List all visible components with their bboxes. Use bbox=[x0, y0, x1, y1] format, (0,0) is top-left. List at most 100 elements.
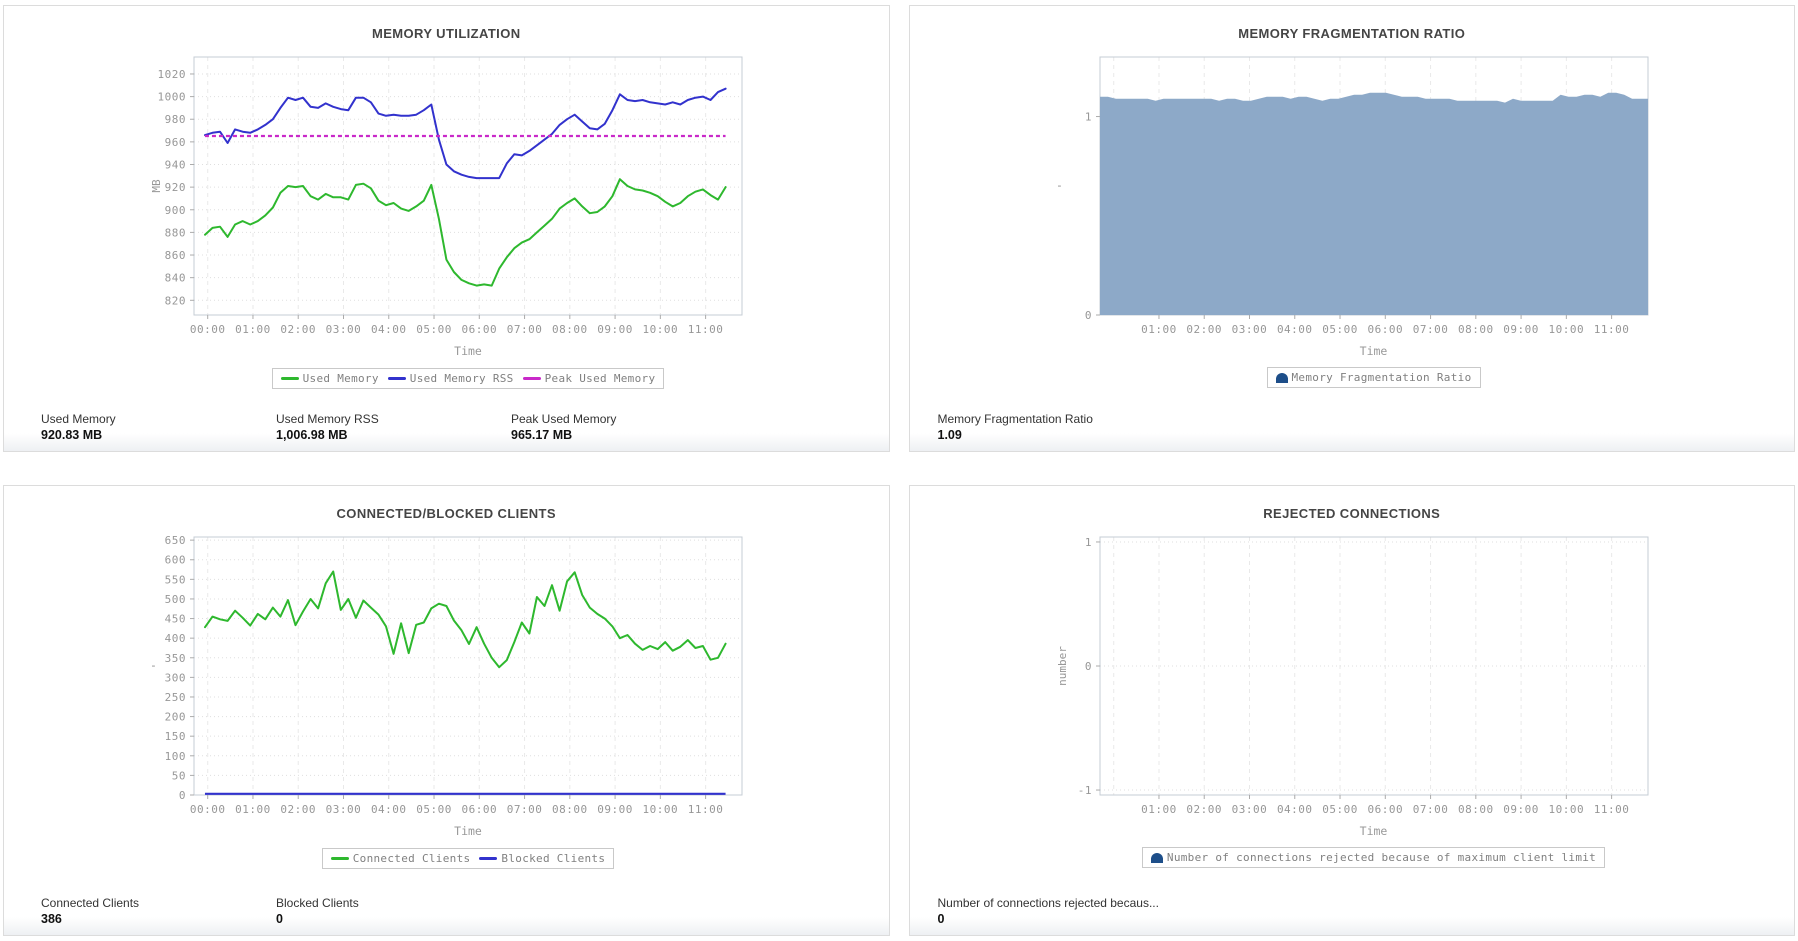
stat-label: Used Memory RSS bbox=[276, 412, 379, 426]
svg-text:07:00: 07:00 bbox=[1412, 803, 1448, 816]
svg-text:900: 900 bbox=[165, 204, 186, 217]
svg-text:02:00: 02:00 bbox=[280, 803, 316, 816]
svg-text:08:00: 08:00 bbox=[1458, 803, 1494, 816]
svg-text:400: 400 bbox=[165, 632, 186, 645]
page-title: MEMORY UTILIZATION bbox=[371, 26, 521, 41]
svg-text:00:00: 00:00 bbox=[190, 803, 226, 816]
svg-text:06:00: 06:00 bbox=[1367, 803, 1403, 816]
svg-text:01:00: 01:00 bbox=[1141, 803, 1177, 816]
connected-blocked-clients-chart-canvas[interactable]: 6506005505004504003503002502001501005000… bbox=[136, 529, 746, 819]
svg-text:02:00: 02:00 bbox=[1186, 803, 1222, 816]
svg-text:00:00: 00:00 bbox=[190, 323, 226, 336]
panel-connected-blocked-clients: CONNECTED/BLOCKED CLIENTS 650 600 550 500 45… bbox=[3, 485, 890, 936]
memory-utilization-chart-canvas[interactable]: 1020 1000 980 960 940 920 900 880 860 840 820 00:00… bbox=[136, 49, 746, 339]
svg-text:0: 0 bbox=[1084, 309, 1091, 322]
svg-text:08:00: 08:00 bbox=[552, 803, 588, 816]
chart-wrap: 650 600 550 500 450 400 350 300 250 200 150 100 50 0 0… bbox=[136, 529, 746, 869]
svg-text:650: 650 bbox=[165, 534, 186, 547]
svg-text:07:00: 07:00 bbox=[1412, 323, 1448, 336]
svg-text:350: 350 bbox=[165, 652, 186, 665]
area-series-icon bbox=[1150, 852, 1163, 863]
svg-text:1000: 1000 bbox=[158, 91, 187, 104]
svg-text:05:00: 05:00 bbox=[1322, 323, 1358, 336]
stat-value: 0 bbox=[937, 912, 945, 926]
panel-memory-fragmentation-ratio: MEMORY FRAGMENTATION RATIO 1 0 01:00 02:00 0… bbox=[908, 5, 1795, 452]
stat-connected-clients: Connected Clients 386 bbox=[41, 896, 276, 927]
svg-text:500: 500 bbox=[165, 593, 186, 606]
svg-text:1: 1 bbox=[1084, 536, 1091, 549]
chart-wrap: 1 0 -1 01:00 02:00 03:00 04:00 05:00 06:00 07:00 0… bbox=[1042, 529, 1652, 868]
svg-text:940: 940 bbox=[165, 159, 186, 172]
stat-used-memory-rss: Used Memory RSS 1,006.98 MB bbox=[276, 412, 511, 443]
svg-text:number: number bbox=[1056, 646, 1069, 686]
legend-item[interactable]: Used Memory RSS bbox=[387, 372, 514, 385]
svg-text:02:00: 02:00 bbox=[280, 323, 316, 336]
svg-text:01:00: 01:00 bbox=[235, 803, 271, 816]
svg-text:05:00: 05:00 bbox=[416, 803, 452, 816]
chart-legend: Number of connections rejected because o… bbox=[1141, 847, 1606, 868]
x-axis-label: Time bbox=[454, 344, 482, 358]
svg-text:880: 880 bbox=[165, 226, 186, 239]
svg-text:920: 920 bbox=[165, 181, 186, 194]
legend-item[interactable]: Peak Used Memory bbox=[522, 372, 656, 385]
svg-text:05:00: 05:00 bbox=[1322, 803, 1358, 816]
legend-label: Blocked Clients bbox=[501, 852, 606, 865]
stat-label: Connected Clients bbox=[41, 896, 140, 910]
legend-item[interactable]: Memory Fragmentation Ratio bbox=[1275, 371, 1472, 384]
area-series-icon bbox=[1275, 372, 1288, 383]
legend-item[interactable]: Blocked Clients bbox=[479, 852, 605, 865]
stats-row: Number of connections rejected becaus...… bbox=[938, 896, 1258, 927]
legend-label: Used Memory bbox=[302, 372, 379, 385]
page-title: REJECTED CONNECTIONS bbox=[1263, 506, 1441, 521]
memory-fragmentation-chart-canvas[interactable]: 1 0 01:00 02:00 03:00 04:00 05:00 06:00 07:00 08:… bbox=[1042, 49, 1652, 339]
svg-text:04:00: 04:00 bbox=[1276, 323, 1312, 336]
x-axis-label: Time bbox=[1359, 824, 1388, 838]
rejected-connections-chart-canvas[interactable]: 1 0 -1 01:00 02:00 03:00 04:00 05:00 06:00 07:00 0… bbox=[1042, 529, 1652, 819]
legend-label: Peak Used Memory bbox=[544, 372, 656, 385]
stat-label: Memory Fragmentation Ratio bbox=[937, 412, 1093, 426]
svg-text:MB: MB bbox=[150, 179, 163, 193]
svg-text:10:00: 10:00 bbox=[643, 803, 679, 816]
legend-label: Connected Clients bbox=[352, 852, 471, 865]
legend-item[interactable]: Used Memory bbox=[280, 372, 379, 385]
stat-value: 920.83 MB bbox=[41, 428, 103, 442]
svg-text:820: 820 bbox=[165, 294, 186, 307]
svg-text:06:00: 06:00 bbox=[461, 323, 497, 336]
legend-row: Used Memory Used Memory RSS Peak Used Memo… bbox=[136, 367, 746, 389]
page-title: CONNECTED/BLOCKED CLIENTS bbox=[336, 506, 556, 521]
svg-text:1: 1 bbox=[1084, 111, 1091, 124]
legend-row: Number of connections rejected because o… bbox=[1042, 847, 1652, 868]
chart-wrap: 1 0 01:00 02:00 03:00 04:00 05:00 06:00 07:00 08:… bbox=[1042, 49, 1652, 388]
stat-rejected-connections: Number of connections rejected becaus...… bbox=[938, 896, 1258, 927]
svg-text:09:00: 09:00 bbox=[597, 803, 633, 816]
svg-text:1020: 1020 bbox=[158, 68, 187, 81]
x-axis-label: Time bbox=[454, 824, 482, 838]
svg-text:01:00: 01:00 bbox=[1141, 323, 1177, 336]
stat-label: Number of connections rejected becaus... bbox=[937, 896, 1159, 910]
svg-text:10:00: 10:00 bbox=[643, 323, 679, 336]
legend-row: Memory Fragmentation Ratio bbox=[1042, 367, 1652, 388]
svg-text:11:00: 11:00 bbox=[688, 803, 724, 816]
stat-used-memory: Used Memory 920.83 MB bbox=[41, 412, 276, 443]
svg-text:11:00: 11:00 bbox=[688, 323, 724, 336]
stat-label: Peak Used Memory bbox=[511, 412, 617, 426]
svg-text:11:00: 11:00 bbox=[1593, 323, 1629, 336]
chart-legend: Connected Clients Blocked Clients bbox=[321, 848, 615, 869]
legend-item[interactable]: Number of connections rejected because o… bbox=[1150, 851, 1596, 864]
svg-text:09:00: 09:00 bbox=[1503, 323, 1539, 336]
svg-text:600: 600 bbox=[165, 554, 186, 567]
svg-text:06:00: 06:00 bbox=[461, 803, 497, 816]
svg-text:': ' bbox=[150, 663, 163, 670]
svg-text:10:00: 10:00 bbox=[1548, 803, 1584, 816]
svg-text:11:00: 11:00 bbox=[1593, 803, 1629, 816]
svg-text:01:00: 01:00 bbox=[235, 323, 271, 336]
page-title: MEMORY FRAGMENTATION RATIO bbox=[1238, 26, 1466, 41]
stat-peak-used-memory: Peak Used Memory 965.17 MB bbox=[511, 412, 746, 443]
svg-text:04:00: 04:00 bbox=[371, 323, 407, 336]
svg-text:-1: -1 bbox=[1077, 784, 1091, 797]
legend-row: Connected Clients Blocked Clients bbox=[136, 847, 746, 869]
svg-text:250: 250 bbox=[165, 691, 186, 704]
stats-row: Memory Fragmentation Ratio 1.09 bbox=[938, 412, 1258, 443]
legend-item[interactable]: Connected Clients bbox=[330, 852, 471, 865]
